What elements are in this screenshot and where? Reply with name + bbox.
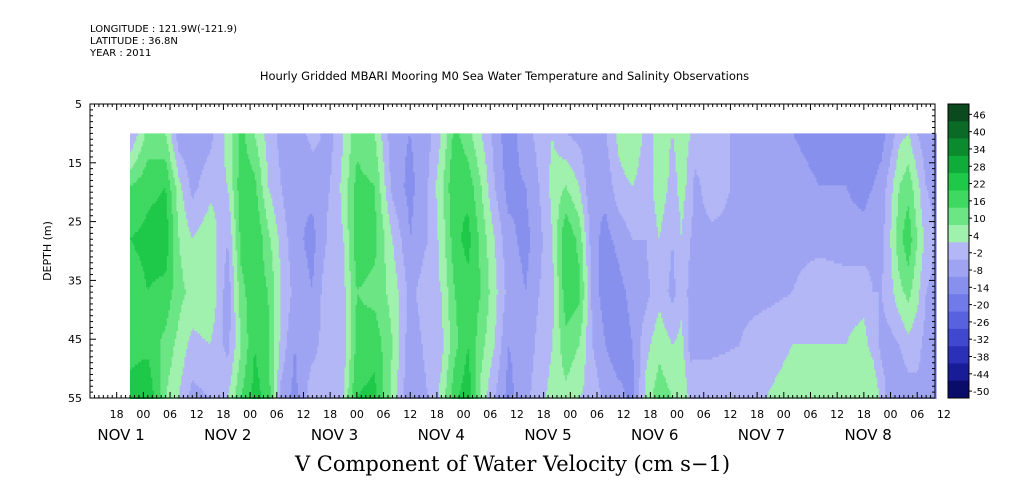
contour-cells — [130, 133, 937, 399]
